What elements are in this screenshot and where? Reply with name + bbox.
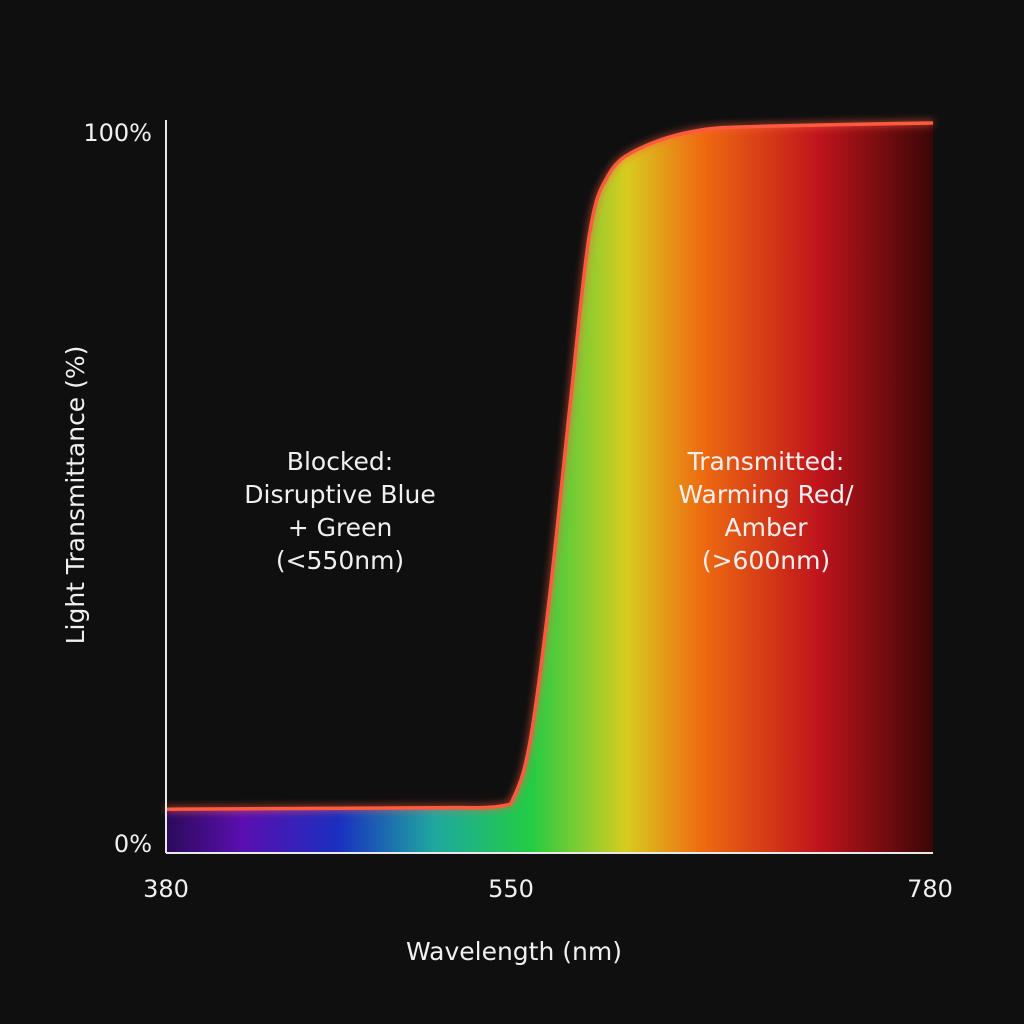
y-tick-label-0: 0% xyxy=(114,830,152,858)
annotation-blocked: Blocked: Disruptive Blue + Green (<550nm… xyxy=(244,447,435,575)
annotation-line: Warming Red/ xyxy=(678,480,854,509)
annotation-transmitted: Transmitted: Warming Red/ Amber (>600nm) xyxy=(678,447,854,575)
x-tick-label-550: 550 xyxy=(488,875,534,903)
spectrum-fill-area xyxy=(166,123,933,853)
annotation-line: (>600nm) xyxy=(702,546,830,575)
x-axis-label: Wavelength (nm) xyxy=(406,937,622,966)
annotation-line: Amber xyxy=(725,513,809,542)
annotation-line: (<550nm) xyxy=(276,546,404,575)
annotation-line: Disruptive Blue xyxy=(244,480,435,509)
series-line-transmittance xyxy=(165,121,934,811)
y-axis-label: Light Transmittance (%) xyxy=(61,346,90,645)
annotation-line: Transmitted: xyxy=(687,447,845,476)
annotation-line: + Green xyxy=(288,513,393,542)
y-tick-label-100: 100% xyxy=(83,119,152,147)
annotation-line: Blocked: xyxy=(287,447,393,476)
x-tick-label-780: 780 xyxy=(907,875,953,903)
x-tick-label-380: 380 xyxy=(143,875,189,903)
